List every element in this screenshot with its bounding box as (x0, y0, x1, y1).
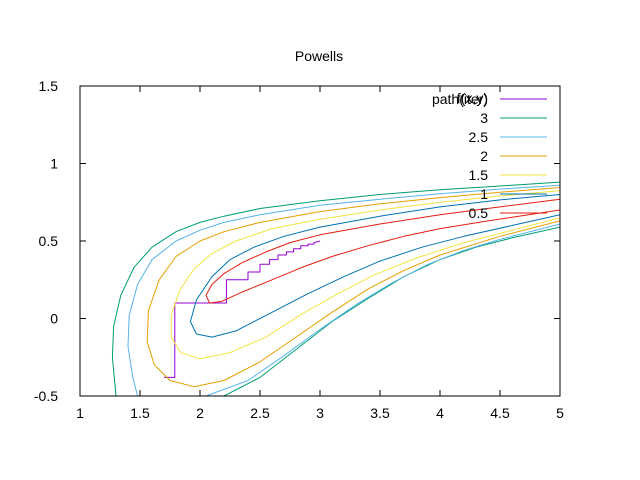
series-line-1 (111, 181, 560, 396)
series-line-5 (146, 187, 560, 388)
y-tick-label: 1.5 (39, 78, 59, 94)
legend-label: 0.5 (469, 205, 489, 221)
x-tick-label: 5 (556, 405, 564, 421)
legend-label: path(iter) (432, 91, 488, 107)
legend-label: 2 (480, 148, 488, 164)
series-line-8 (205, 198, 560, 304)
x-tick-label: 4.5 (490, 405, 510, 421)
legend-label: 3 (480, 110, 488, 126)
legend-header: f(x,y) (457, 90, 488, 106)
y-tick-label: 0 (50, 311, 58, 327)
y-tick-label: 0.5 (39, 233, 59, 249)
x-tick-label: 1.5 (130, 405, 150, 421)
chart-title: Powells (295, 48, 343, 64)
series-line-7 (189, 194, 560, 338)
legend-label: 1 (480, 186, 488, 202)
series-line-2 (116, 226, 560, 396)
series-line-4 (137, 223, 560, 396)
x-tick-label: 3 (316, 405, 324, 421)
x-tick-label: 2 (196, 405, 204, 421)
axis-ticks: 1 1.5 2 2.5 3 3.5 4 4.5 5 -0.5 0 0.5 1 1.5 (34, 78, 564, 421)
legend-label: 1.5 (469, 167, 489, 183)
y-tick-label: -0.5 (34, 388, 58, 404)
legend-label: 2.5 (469, 129, 489, 145)
x-tick-label: 2.5 (250, 405, 270, 421)
legend: f(x,y)path(iter) 3 2.5 2 1.5 1 0.5 (432, 90, 547, 221)
plot-curves (111, 181, 560, 396)
series-line-0 (164, 240, 321, 378)
x-tick-label: 4 (436, 405, 444, 421)
x-tick-label: 3.5 (370, 405, 390, 421)
series-line-3 (127, 184, 560, 396)
series-line-6 (170, 190, 560, 360)
y-tick-label: 1 (50, 156, 58, 172)
x-tick-label: 1 (76, 405, 84, 421)
